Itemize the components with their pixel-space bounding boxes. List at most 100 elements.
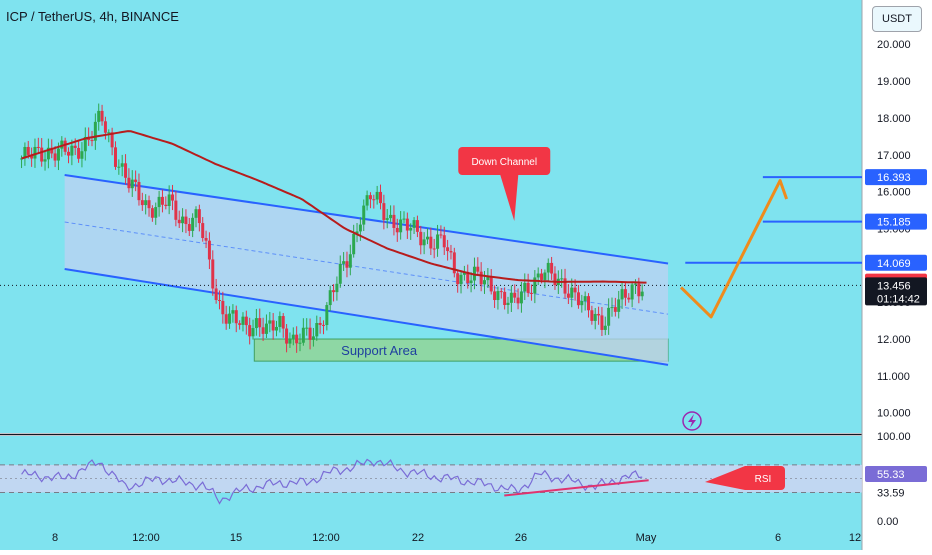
candle	[140, 192, 144, 211]
candle	[332, 284, 336, 302]
price-tick-label: 16.000	[877, 187, 911, 199]
candle-body	[328, 290, 332, 306]
candle-body	[409, 227, 413, 231]
candle	[345, 251, 349, 278]
candle-body	[372, 199, 376, 201]
candle-body	[402, 218, 406, 220]
candle-body	[375, 191, 379, 200]
candle	[144, 194, 148, 215]
candle-body	[637, 283, 641, 297]
candle	[425, 228, 429, 245]
candle	[258, 308, 262, 337]
candle-body	[456, 273, 460, 285]
time-axis-pane	[0, 521, 862, 550]
candle	[352, 224, 356, 258]
candle-body	[308, 327, 312, 340]
candle-body	[405, 218, 409, 231]
candle	[160, 189, 164, 213]
candle-body	[399, 219, 403, 233]
candle	[325, 302, 329, 331]
candle-body	[607, 307, 611, 326]
candle	[335, 276, 339, 301]
candle-body	[630, 284, 634, 300]
candle-body	[580, 300, 584, 306]
candle-body	[275, 326, 279, 331]
candle	[174, 191, 178, 227]
candle	[529, 284, 533, 301]
candle-body	[56, 148, 60, 161]
candle-body	[358, 224, 362, 232]
candle	[53, 146, 57, 168]
candle	[295, 326, 299, 353]
candle	[328, 285, 332, 311]
candle	[409, 223, 413, 240]
candle-body	[392, 214, 396, 228]
candle	[234, 305, 238, 333]
candle-body	[50, 147, 54, 154]
candle-body	[332, 290, 336, 293]
candle-body	[536, 273, 540, 278]
candle-body	[389, 214, 393, 219]
candle-body	[264, 323, 268, 334]
candle-body	[295, 334, 299, 344]
candle	[77, 139, 81, 163]
candle	[100, 104, 104, 126]
down-channel-upper-line	[64, 174, 669, 265]
candle-body	[476, 266, 480, 272]
candle-body	[576, 292, 580, 306]
candle	[496, 286, 500, 310]
candle-body	[43, 159, 47, 162]
currency-button[interactable]: USDT	[872, 6, 922, 32]
candle	[46, 138, 50, 169]
projection-arrow	[679, 179, 789, 319]
candle	[607, 298, 611, 335]
candle-body	[160, 196, 164, 205]
candle-body	[211, 259, 215, 289]
candle-body	[315, 322, 319, 337]
candle	[436, 224, 440, 257]
candle	[120, 154, 124, 177]
candle	[452, 247, 456, 278]
candle	[550, 256, 554, 280]
candle-body	[167, 194, 171, 206]
price-tick-label: 18.000	[877, 113, 911, 125]
candle	[523, 273, 527, 300]
candle-body	[590, 310, 594, 321]
candle	[238, 320, 242, 330]
candle	[63, 137, 67, 156]
candle	[80, 142, 84, 168]
candle-body	[217, 299, 221, 301]
candle	[311, 327, 315, 347]
candle	[97, 103, 101, 131]
flash-icon-ring	[682, 411, 702, 431]
candle	[23, 142, 27, 166]
candle	[503, 287, 507, 310]
flash-icon	[682, 411, 702, 431]
candle	[248, 317, 252, 345]
candle-body	[583, 296, 587, 301]
candle-body	[77, 147, 81, 159]
candle-body	[368, 195, 372, 200]
candle	[211, 250, 215, 296]
candle-body	[493, 291, 497, 301]
candle-body	[442, 235, 446, 248]
candle	[181, 208, 185, 233]
candle-body	[469, 280, 473, 284]
candle	[439, 225, 443, 239]
candle	[402, 211, 406, 224]
candle-body	[355, 231, 359, 234]
candle-body	[238, 323, 242, 325]
candle-body	[130, 179, 134, 189]
candle	[422, 232, 426, 255]
candle-body	[318, 322, 322, 325]
candle	[462, 265, 466, 281]
candle-body	[40, 147, 44, 162]
candle	[137, 173, 141, 206]
candle-body	[261, 327, 265, 334]
candle-body	[489, 276, 493, 292]
price-tag-bg	[865, 254, 927, 271]
candle	[338, 255, 342, 288]
